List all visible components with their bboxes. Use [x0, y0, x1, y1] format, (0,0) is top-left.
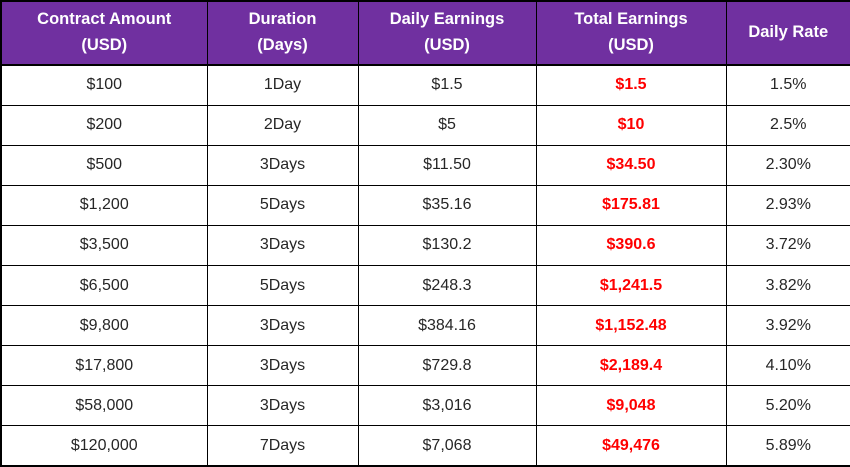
- cell-daily-rate: 2.93%: [725, 184, 850, 226]
- table-row: $17,800 3Days $729.8 $2,189.4 4.10%: [0, 345, 850, 387]
- cell-total-earnings: $49,476: [535, 425, 727, 467]
- cell-contract-amount: $100: [0, 64, 208, 106]
- cell-duration: 2Day: [206, 104, 359, 146]
- cell-duration: 3Days: [206, 305, 359, 347]
- cell-daily-earnings: $130.2: [357, 224, 537, 266]
- cell-duration: 3Days: [206, 385, 359, 427]
- header-cell-duration: Duration (Days): [206, 0, 359, 66]
- header-cell-total-earnings: Total Earnings (USD): [535, 0, 727, 66]
- cell-total-earnings: $1,152.48: [535, 305, 727, 347]
- cell-contract-amount: $58,000: [0, 385, 208, 427]
- cell-total-earnings: $390.6: [535, 224, 727, 266]
- cell-total-earnings: $1.5: [535, 64, 727, 106]
- table-row: $120,000 7Days $7,068 $49,476 5.89%: [0, 425, 850, 467]
- header-cell-daily-rate: Daily Rate: [725, 0, 850, 66]
- header-label-line1: Contract Amount: [37, 10, 172, 29]
- cell-duration: 7Days: [206, 425, 359, 467]
- cell-duration: 3Days: [206, 345, 359, 387]
- cell-daily-earnings: $1.5: [357, 64, 537, 106]
- table-row: $58,000 3Days $3,016 $9,048 5.20%: [0, 385, 850, 427]
- table-row: $500 3Days $11.50 $34.50 2.30%: [0, 144, 850, 186]
- cell-daily-rate: 4.10%: [725, 345, 850, 387]
- table-row: $1,200 5Days $35.16 $175.81 2.93%: [0, 184, 850, 226]
- cell-contract-amount: $17,800: [0, 345, 208, 387]
- header-label-line2: (USD): [424, 36, 470, 54]
- cell-contract-amount: $120,000: [0, 425, 208, 467]
- table-row: $3,500 3Days $130.2 $390.6 3.72%: [0, 224, 850, 266]
- header-cell-contract-amount: Contract Amount (USD): [0, 0, 208, 66]
- cell-duration: 5Days: [206, 264, 359, 307]
- cell-contract-amount: $500: [0, 144, 208, 186]
- cell-daily-earnings: $5: [357, 104, 537, 146]
- cell-daily-rate: 2.30%: [725, 144, 850, 186]
- cell-daily-rate: 3.92%: [725, 305, 850, 347]
- header-label-line1: Duration: [248, 10, 317, 29]
- header-label-line2: (Days): [257, 36, 308, 54]
- cell-duration: 3Days: [206, 224, 359, 266]
- cell-contract-amount: $1,200: [0, 184, 208, 226]
- cell-total-earnings: $9,048: [535, 385, 727, 427]
- table-row: $9,800 3Days $384.16 $1,152.48 3.92%: [0, 305, 850, 347]
- cell-duration: 5Days: [206, 184, 359, 226]
- cell-contract-amount: $3,500: [0, 224, 208, 266]
- table-header: Contract Amount (USD) Duration (Days) Daily …: [0, 0, 850, 66]
- cell-daily-rate: 3.82%: [725, 264, 850, 307]
- cell-daily-earnings: $248.3: [357, 264, 537, 307]
- table-row: $100 1Day $1.5 $1.5 1.5%: [0, 64, 850, 106]
- cell-daily-earnings: $384.16: [357, 305, 537, 347]
- cell-daily-earnings: $729.8: [357, 345, 537, 387]
- header-cell-daily-earnings: Daily Earnings (USD): [357, 0, 537, 66]
- cell-contract-amount: $200: [0, 104, 208, 146]
- header-label-line2: (USD): [608, 36, 654, 54]
- cell-duration: 1Day: [206, 64, 359, 106]
- cell-daily-rate: 5.89%: [725, 425, 850, 467]
- cell-contract-amount: $9,800: [0, 305, 208, 347]
- cell-duration: 3Days: [206, 144, 359, 186]
- cell-daily-rate: 2.5%: [725, 104, 850, 146]
- header-label-line1: Total Earnings: [574, 10, 688, 29]
- cell-contract-amount: $6,500: [0, 264, 208, 307]
- table-row: $6,500 5Days $248.3 $1,241.5 3.82%: [0, 264, 850, 307]
- header-row: Contract Amount (USD) Duration (Days) Daily …: [0, 0, 850, 66]
- cell-total-earnings: $10: [535, 104, 727, 146]
- header-label-line2: (USD): [81, 36, 128, 54]
- cell-total-earnings: $1,241.5: [535, 264, 727, 307]
- header-label-line1: Daily Earnings: [389, 10, 505, 29]
- cell-daily-rate: 3.72%: [725, 224, 850, 266]
- cell-total-earnings: $175.81: [535, 184, 727, 226]
- table-row: $200 2Day $5 $10 2.5%: [0, 104, 850, 146]
- header-label-line1: Daily Rate: [748, 23, 829, 42]
- cell-daily-earnings: $11.50: [357, 144, 537, 186]
- cell-daily-earnings: $7,068: [357, 425, 537, 467]
- cell-daily-rate: 5.20%: [725, 385, 850, 427]
- cell-total-earnings: $34.50: [535, 144, 727, 186]
- cell-daily-earnings: $35.16: [357, 184, 537, 226]
- cell-total-earnings: $2,189.4: [535, 345, 727, 387]
- cell-daily-earnings: $3,016: [357, 385, 537, 427]
- table-body: $100 1Day $1.5 $1.5 1.5% $200 2Day $5 $10 2.5% $50…: [0, 64, 850, 467]
- cell-daily-rate: 1.5%: [725, 64, 850, 106]
